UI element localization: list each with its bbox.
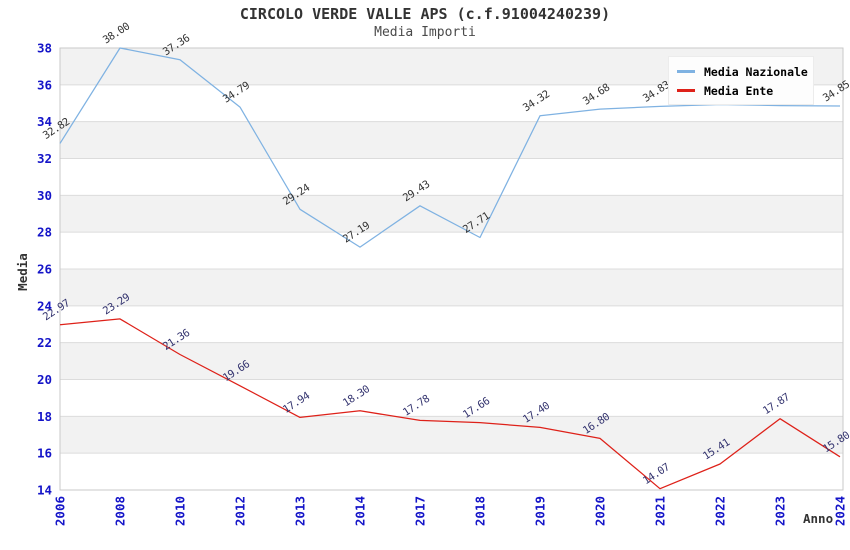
y-tick-label: 20 — [37, 372, 52, 387]
media-ente-line — [59, 318, 841, 490]
x-tick-label: 2014 — [353, 496, 368, 526]
plot-band — [60, 416, 843, 454]
media-nazionale-line-swatch-icon — [677, 70, 695, 73]
y-tick-label: 36 — [37, 77, 52, 92]
plot-band — [60, 195, 843, 233]
x-tick-label: 2023 — [773, 496, 788, 526]
point-value-label: 34.32 — [521, 88, 552, 114]
plot-band — [60, 269, 843, 306]
x-tick-label: 2008 — [113, 496, 128, 526]
plot-band — [60, 121, 843, 159]
y-tick-label: 18 — [37, 409, 52, 424]
x-tick-label: 2019 — [533, 496, 548, 526]
y-tick-label: 14 — [37, 483, 52, 498]
y-tick-label: 26 — [37, 262, 52, 277]
y-tick-label: 30 — [37, 188, 52, 203]
x-tick-label: 2021 — [653, 496, 668, 526]
plot-border — [59, 47, 844, 491]
x-tick-label: 2018 — [473, 496, 488, 526]
y-axis-title: Media — [15, 253, 30, 291]
y-tick-label: 38 — [37, 41, 52, 56]
point-value-label: 17.87 — [761, 391, 792, 417]
legend-label: Media Nazionale — [704, 64, 808, 79]
x-tick-label: 2022 — [713, 496, 728, 526]
y-tick-label: 24 — [37, 298, 52, 313]
plot-band — [60, 342, 843, 380]
y-tick-label: 22 — [37, 335, 52, 350]
legend-item-media-ente: Media Ente — [677, 81, 805, 100]
chart-legend: Media Nazionale Media Ente — [668, 56, 814, 105]
x-tick-label: 2013 — [293, 496, 308, 526]
point-value-label: 38.00 — [101, 20, 132, 46]
point-value-label: 14.07 — [641, 461, 672, 487]
x-tick-label: 2017 — [413, 496, 428, 526]
media-ente-line-swatch-icon — [677, 89, 695, 92]
y-tick-label: 32 — [37, 151, 52, 166]
point-value-label: 17.94 — [281, 390, 312, 416]
legend-item-media-nazionale: Media Nazionale — [677, 62, 808, 81]
point-value-label: 18.30 — [341, 383, 372, 409]
chart-subtitle: Media Importi — [374, 25, 476, 40]
x-tick-label: 2012 — [233, 496, 248, 526]
legend-label: Media Ente — [704, 83, 774, 98]
x-tick-label: 2010 — [173, 496, 188, 526]
x-tick-label: 2024 — [833, 496, 848, 526]
x-tick-label: 2020 — [593, 496, 608, 526]
x-axis-title: Anno — [803, 511, 833, 526]
y-tick-label: 16 — [37, 446, 52, 461]
chart-title: CIRCOLO VERDE VALLE APS (c.f.91004240239… — [239, 5, 611, 23]
point-value-label: 34.68 — [581, 82, 612, 108]
y-tick-label: 28 — [37, 225, 52, 240]
y-tick-label: 34 — [37, 114, 52, 129]
point-value-label: 17.78 — [401, 393, 432, 419]
x-tick-label: 2006 — [53, 496, 68, 526]
